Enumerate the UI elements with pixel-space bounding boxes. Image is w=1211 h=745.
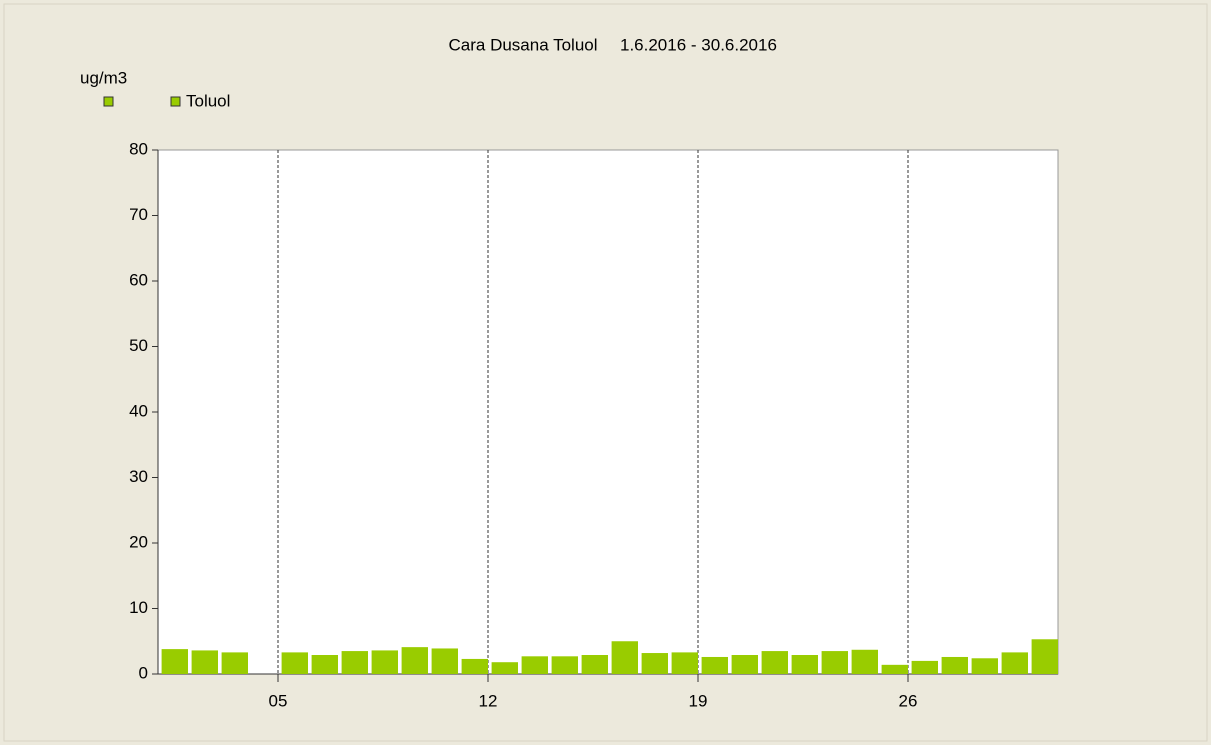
- bar: [311, 655, 338, 674]
- bar: [881, 664, 908, 674]
- y-axis-label: ug/m3: [80, 68, 127, 87]
- bar: [341, 651, 368, 674]
- bar: [161, 649, 188, 674]
- y-tick-label: 0: [139, 663, 148, 682]
- bar: [431, 648, 458, 674]
- y-tick-label: 20: [129, 532, 148, 551]
- bar: [551, 656, 578, 674]
- chart-subtitle: 1.6.2016 - 30.6.2016: [620, 35, 777, 54]
- plot-area: [157, 149, 1059, 675]
- x-tick-label: 12: [479, 691, 498, 710]
- bar: [911, 660, 938, 674]
- bar: [641, 653, 668, 674]
- y-tick-label: 30: [129, 467, 148, 486]
- y-tick-label: 60: [129, 270, 148, 289]
- bar: [821, 651, 848, 674]
- bar: [611, 641, 638, 674]
- bar: [941, 656, 968, 674]
- bar: [191, 650, 218, 674]
- y-tick-label: 80: [129, 139, 148, 158]
- bar: [461, 658, 488, 674]
- y-tick-label: 10: [129, 598, 148, 617]
- bar: [401, 647, 428, 674]
- bar: [731, 655, 758, 674]
- legend-swatch-blank: [103, 96, 114, 107]
- x-tick-label: 05: [269, 691, 288, 710]
- bar: [1031, 639, 1058, 674]
- bar: [371, 650, 398, 674]
- y-tick-label: 70: [129, 205, 148, 224]
- chart-title: Cara Dusana Toluol: [449, 35, 598, 54]
- x-tick-label: 19: [689, 691, 708, 710]
- bar: [521, 656, 548, 674]
- bar: [971, 658, 998, 674]
- y-tick-label: 50: [129, 336, 148, 355]
- bar: [1001, 652, 1028, 674]
- bar: [281, 652, 308, 674]
- legend-label: Toluol: [186, 91, 230, 110]
- bar: [851, 649, 878, 674]
- bar: [491, 662, 518, 674]
- x-tick-label: 26: [899, 691, 918, 710]
- y-tick-label: 40: [129, 401, 148, 420]
- bar: [221, 652, 248, 674]
- bar: [761, 651, 788, 674]
- bar: [791, 655, 818, 674]
- bar: [701, 656, 728, 674]
- bar: [671, 652, 698, 674]
- bar: [581, 655, 608, 674]
- legend-swatch: [170, 96, 181, 107]
